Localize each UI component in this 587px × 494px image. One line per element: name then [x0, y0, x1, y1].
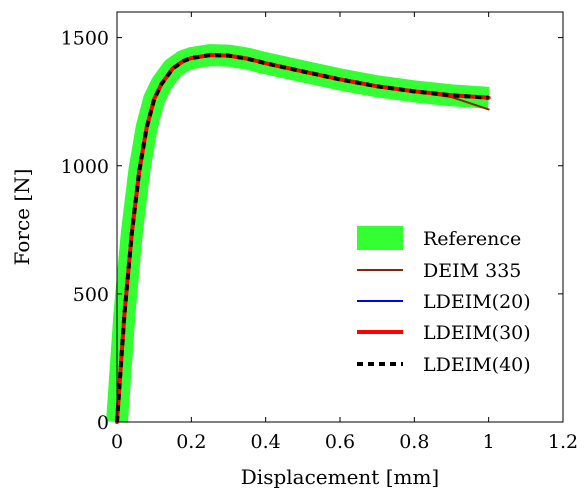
legend-swatch-reference: [357, 226, 403, 250]
y-tick-label: 0: [97, 412, 109, 434]
legend: Reference DEIM 335 LDEIM(20) LDEIM(30) LDEIM…: [348, 218, 558, 391]
x-tick-label: 0.4: [251, 431, 281, 453]
y-tick-label: 1000: [61, 156, 109, 178]
x-tick-label: 0: [111, 431, 123, 453]
x-axis-label: Displacement [mm]: [241, 465, 439, 489]
x-tick-label: 0.6: [325, 431, 355, 453]
x-tick-label: 0.8: [399, 431, 429, 453]
series-layer: [106, 44, 491, 424]
y-axis-label: Force [N]: [10, 169, 34, 266]
x-tick-label: 1.2: [548, 431, 578, 453]
legend-label-deim-335: DEIM 335: [423, 260, 521, 282]
series-line-ldeim-40: [115, 53, 489, 423]
ticks-layer: 0 0.2 0.4 0.6 0.8 1 1.2 0 500 1000 1500: [61, 12, 578, 453]
legend-items: Reference DEIM 335 LDEIM(20) LDEIM(30) LDEIM…: [357, 226, 531, 376]
x-tick-label: 1: [483, 431, 495, 453]
legend-label-ldeim-20: LDEIM(20): [423, 291, 531, 313]
legend-label-reference: Reference: [423, 228, 521, 250]
y-tick-label: 500: [73, 284, 109, 306]
legend-label-ldeim-30: LDEIM(30): [423, 322, 531, 344]
legend-label-ldeim-40: LDEIM(40): [423, 354, 531, 376]
y-tick-label: 1500: [61, 28, 109, 50]
x-tick-label: 0.2: [176, 431, 206, 453]
